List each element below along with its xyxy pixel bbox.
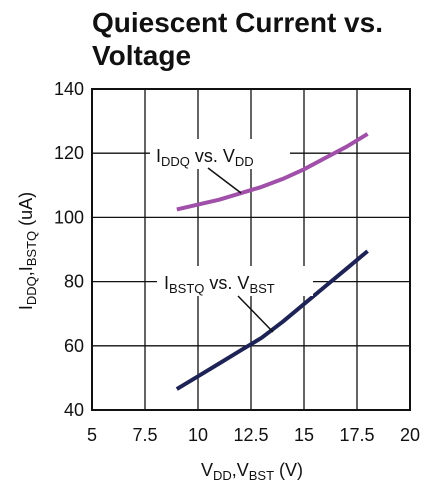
series-line-0 [176, 132, 369, 212]
annotation-ibstq-leader [237, 295, 274, 333]
plot-frame [91, 88, 411, 411]
y-tick-label: 100 [54, 207, 84, 227]
y-tick-label: 80 [64, 272, 84, 292]
x-tick-label: 17.5 [339, 425, 374, 445]
x-tick-label: 5 [87, 425, 97, 445]
x-tick-labels: 5 7.5 10 12.5 15 17.5 20 [87, 425, 420, 445]
series-lines [175, 132, 369, 391]
y-tick-label: 60 [64, 336, 84, 356]
x-axis-label: VDD,VBST (V) [201, 460, 303, 483]
x-tick-label: 7.5 [132, 425, 157, 445]
x-tick-label: 15 [294, 425, 314, 445]
x-tick-label: 10 [188, 425, 208, 445]
annotation-iddq: IDDQ vs. VDD [150, 139, 290, 194]
x-tick-label: 12.5 [233, 425, 268, 445]
annotation-ibstq: IBSTQ vs. VBST [157, 266, 313, 333]
annotation-iddq-text: IDDQ vs. VDD [156, 146, 254, 169]
y-tick-label: 140 [54, 79, 84, 99]
y-tick-label: 40 [64, 400, 84, 420]
y-tick-labels: 40 60 80 100 120 140 [54, 79, 84, 420]
annotation-ibstq-bg [157, 266, 313, 296]
annotation-iddq-leader [207, 167, 242, 194]
x-tick-label: 20 [400, 425, 420, 445]
chart-title: Quiescent Current vs. Voltage [92, 7, 383, 71]
series-line-1 [175, 249, 369, 391]
y-axis-label: IDDQ,IBSTQ (uA) [16, 192, 39, 310]
annotation-iddq-bg [150, 139, 290, 169]
y-tick-label: 120 [54, 143, 84, 163]
annotation-ibstq-text: IBSTQ vs. VBST [164, 273, 275, 296]
